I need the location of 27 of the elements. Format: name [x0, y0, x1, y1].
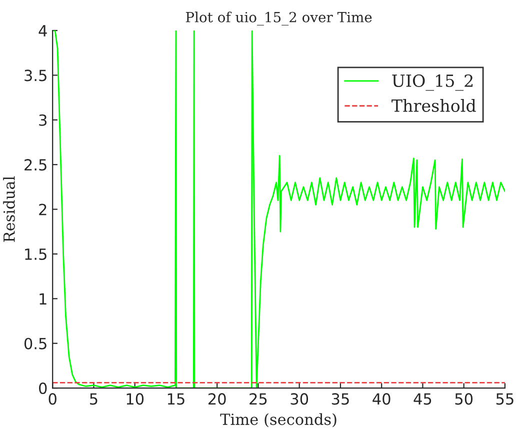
y-tick-label: 0 — [39, 382, 47, 394]
y-axis-title: Residual — [3, 176, 15, 242]
y-tick-label: 2.5 — [24, 159, 46, 171]
x-tick-label: 20 — [208, 393, 226, 405]
x-tick-label: 35 — [332, 393, 349, 405]
legend-label: UIO_15_2 — [392, 74, 473, 91]
x-tick-label: 5 — [90, 393, 98, 405]
x-tick-label: 55 — [496, 393, 514, 405]
x-tick-label: 10 — [126, 393, 144, 405]
y-tick-label: 0.5 — [24, 338, 46, 350]
x-tick-label: 40 — [372, 393, 390, 405]
x-tick-label: 15 — [168, 393, 184, 405]
x-axis-title: Time (seconds) — [220, 413, 336, 428]
x-tick-label: 50 — [455, 393, 473, 405]
x-tick-label: 45 — [414, 393, 432, 405]
x-tick-label: 25 — [250, 393, 267, 405]
y-tick-label: 3 — [39, 114, 47, 126]
y-tick-label: 3.5 — [24, 70, 46, 82]
line-series — [52, 30, 505, 388]
y-tick-label: 2 — [39, 204, 46, 216]
y-tick-label: 1 — [40, 293, 46, 304]
x-tick-label: 30 — [290, 393, 308, 405]
x-tick-label: 0 — [48, 393, 56, 405]
legend-label: Threshold — [392, 99, 476, 112]
y-tick-label: 1.5 — [25, 248, 46, 260]
chart-title: Plot of uio_15_2 over Time — [186, 12, 372, 26]
y-tick-label: 4 — [38, 25, 47, 36]
